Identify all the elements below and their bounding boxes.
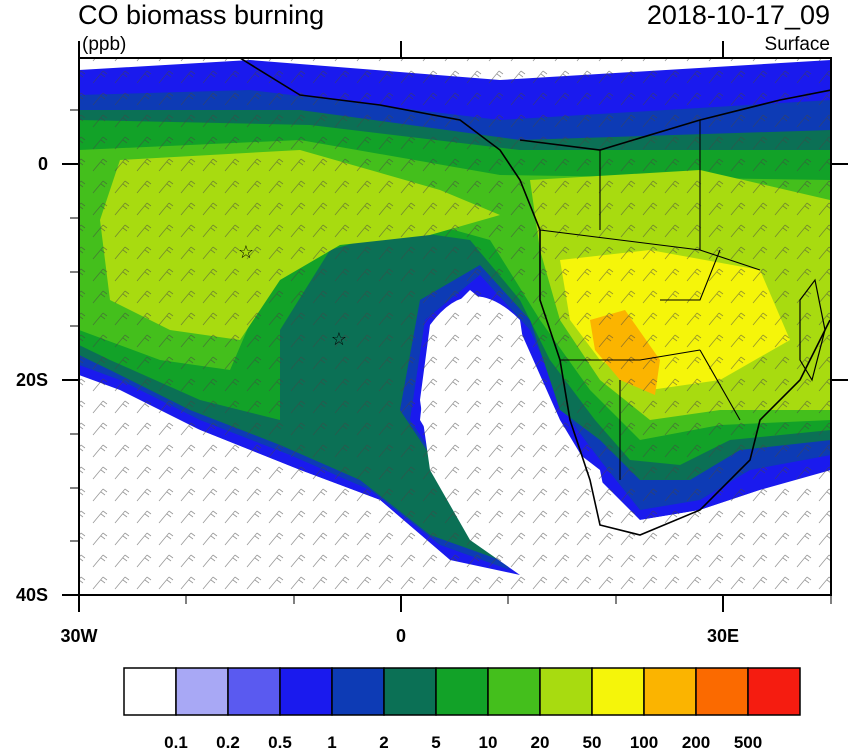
colorbar-swatch	[695, 667, 749, 716]
colorbar-swatch	[383, 667, 437, 716]
colorbar-swatch	[279, 667, 333, 716]
map-timestamp: 2018-10-17_09	[646, 0, 830, 30]
y-tick-label: 40S	[16, 585, 48, 605]
y-tick-label: 20S	[16, 370, 48, 390]
axis-ticks	[62, 41, 848, 612]
map-title: CO biomass burning	[78, 0, 325, 30]
colorbar-swatch	[591, 667, 645, 716]
colorbar-swatch	[331, 667, 385, 716]
colorbar-swatch	[123, 667, 177, 716]
map-plot-area: ☆ ☆	[79, 58, 831, 595]
colorbar-swatch	[539, 667, 593, 716]
x-tick-label: 30W	[60, 626, 97, 646]
colorbar-swatch	[435, 667, 489, 716]
x-tick-label: 30E	[707, 626, 739, 646]
colorbar-label: 0.1	[164, 733, 188, 750]
y-tick-label: 0	[38, 154, 48, 174]
colorbar-label: 0.5	[268, 733, 292, 750]
colorbar-label: 0.2	[216, 733, 240, 750]
colorbar-label: 20	[531, 733, 550, 750]
x-tick-label: 0	[396, 626, 406, 646]
colorbar-label: 500	[734, 733, 762, 750]
minor-ticks	[70, 109, 832, 604]
colorbar-swatch	[175, 667, 229, 716]
star-marker-icon: ☆	[331, 329, 347, 349]
colorbar-label: 50	[583, 733, 602, 750]
colorbar: 0.1 0.2 0.5 1 2 5 10 20 50 100 200 500	[123, 667, 801, 750]
colorbar-label: 2	[379, 733, 388, 750]
colorbar-swatch	[487, 667, 541, 716]
level-label: Surface	[764, 34, 830, 55]
colorbar-label: 200	[682, 733, 710, 750]
colorbar-label: 100	[630, 733, 658, 750]
colorbar-swatch	[643, 667, 697, 716]
colorbar-swatch	[747, 667, 801, 716]
units-label: (ppb)	[82, 34, 127, 55]
colorbar-label: 10	[479, 733, 498, 750]
colorbar-swatch	[227, 667, 281, 716]
star-marker-icon: ☆	[238, 242, 254, 262]
colorbar-label: 5	[431, 733, 440, 750]
colorbar-label: 1	[327, 733, 336, 750]
